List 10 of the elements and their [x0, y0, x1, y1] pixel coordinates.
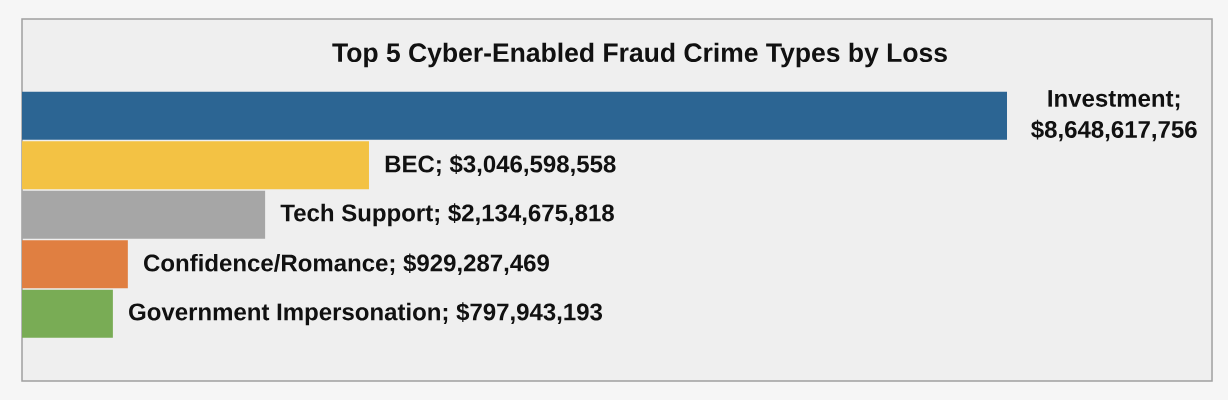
data-label: Government Impersonation; $797,943,193	[129, 302, 603, 326]
data-label: Tech Support; $2,134,675,818	[280, 203, 614, 227]
bar	[22, 240, 128, 289]
bar	[22, 289, 113, 338]
bar	[22, 91, 1007, 140]
data-label: Confidence/Romance; $929,287,469	[144, 253, 549, 276]
data-label: BEC; $3,046,598,558	[385, 154, 616, 177]
bar	[22, 141, 369, 190]
chart-title: Top 5 Cyber-Enabled Fraud Crime Types by Loss	[332, 42, 947, 68]
data-label: Investment; $8,648,617,756	[1031, 90, 1197, 142]
